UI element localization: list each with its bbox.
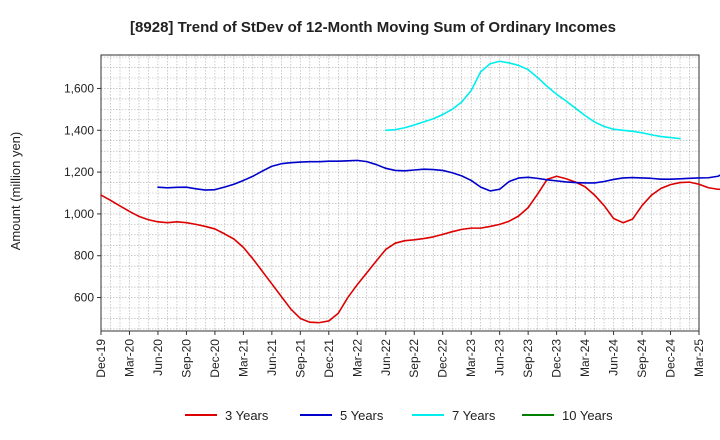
x-tick-label: Dec-19 [94, 339, 108, 378]
legend-label-5-years: 5 Years [340, 408, 384, 423]
x-axis: Dec-19 Mar-20 Jun-20 Sep-20 Dec-20 Mar-21 Jun-… [94, 331, 706, 378]
series-line-7-years [384, 60, 681, 140]
x-tick-label: Jun-23 [493, 339, 507, 376]
y-axis: 600 800 1,000 1,200 1,400 1,600 [64, 81, 101, 305]
y-axis-label: Amount (million yen) [8, 132, 23, 251]
series-line-5-years [157, 159, 720, 192]
x-tick-label: Jun-22 [379, 339, 393, 376]
legend-label-10-years: 10 Years [562, 408, 613, 423]
x-tick-label: Dec-20 [208, 339, 222, 378]
chart-title: [8928] Trend of StDev of 12-Month Moving… [130, 19, 616, 36]
x-tick-label: Sep-23 [521, 339, 535, 378]
y-tick-label: 800 [74, 249, 94, 263]
legend-label-3-years: 3 Years [225, 408, 269, 423]
grid [101, 55, 699, 331]
x-tick-label: Sep-22 [407, 339, 421, 378]
x-tick-label: Jun-21 [265, 339, 279, 376]
series-group [100, 60, 720, 324]
x-tick-label: Mar-23 [464, 339, 478, 377]
x-tick-label: Jun-20 [151, 339, 165, 376]
plot-frame [100, 54, 700, 332]
y-tick-label: 1,400 [64, 123, 94, 137]
x-tick-label: Jun-24 [607, 339, 621, 376]
legend: 3 Years 5 Years 7 Years 10 Years [185, 408, 613, 423]
x-tick-label: Mar-21 [236, 339, 250, 377]
x-tick-label: Sep-21 [293, 339, 307, 378]
series-line-3-years [100, 175, 720, 324]
x-tick-label: Mar-25 [692, 339, 706, 377]
y-tick-label: 600 [74, 291, 94, 305]
y-tick-label: 1,200 [64, 165, 94, 179]
x-tick-label: Dec-21 [322, 339, 336, 378]
x-tick-label: Dec-24 [664, 339, 678, 378]
x-tick-label: Mar-24 [578, 339, 592, 377]
legend-label-7-years: 7 Years [452, 408, 496, 423]
x-tick-label: Mar-20 [122, 339, 136, 377]
x-tick-label: Sep-20 [179, 339, 193, 378]
y-tick-label: 1,600 [64, 81, 94, 95]
y-tick-label: 1,000 [64, 207, 94, 221]
x-tick-label: Sep-24 [635, 339, 649, 378]
x-tick-label: Dec-23 [550, 339, 564, 378]
x-tick-label: Mar-22 [350, 339, 364, 377]
x-tick-label: Dec-22 [436, 339, 450, 378]
